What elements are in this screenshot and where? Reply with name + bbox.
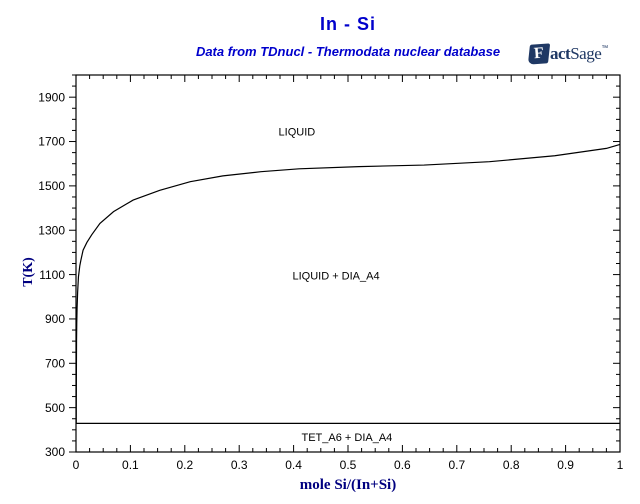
x-tick-label: 0 xyxy=(73,458,80,472)
x-tick-label: 0.2 xyxy=(176,458,193,472)
chart-subtitle: Data from TDnucl - Thermodata nuclear da… xyxy=(195,44,501,59)
tick-labels: 0 0.1 0.2 0.3 0.4 0.5 0.6 0.7 0.8 0.9 130050070090… xyxy=(38,90,623,472)
y-tick-label: 1500 xyxy=(38,179,65,193)
y-tick-label: 300 xyxy=(45,445,65,459)
plot-frame xyxy=(75,74,621,453)
phase-region-label: LIQUID + DIA_A4 xyxy=(292,271,379,283)
x-tick-label: 1 xyxy=(617,458,624,472)
y-tick-label: 1300 xyxy=(38,223,65,237)
y-tick-label: 500 xyxy=(45,401,65,415)
x-axis-title: mole Si/(In+Si) xyxy=(299,477,397,493)
logo-trademark: ™ xyxy=(601,44,609,52)
y-axis-ticks xyxy=(69,74,620,453)
y-tick-label: 1700 xyxy=(38,135,65,149)
x-tick-label: 0.3 xyxy=(231,458,248,472)
phase-region-label: TET_A6 + DIA_A4 xyxy=(302,432,393,444)
x-tick-label: 0.4 xyxy=(285,458,302,472)
liquidus-line xyxy=(75,143,621,424)
chart-title: In - Si xyxy=(320,14,376,34)
y-tick-label: 700 xyxy=(45,356,65,370)
phase-region-label: LIQUID xyxy=(279,126,316,138)
y-tick-label: 1100 xyxy=(39,268,65,282)
x-tick-label: 0.1 xyxy=(122,458,139,472)
x-tick-label: 0.9 xyxy=(557,458,574,472)
y-tick-label: 1900 xyxy=(38,90,65,104)
logo-text-sage: Sage xyxy=(570,44,602,63)
x-tick-label: 0.6 xyxy=(394,458,411,472)
x-tick-label: 0.5 xyxy=(340,458,357,472)
y-tick-label: 900 xyxy=(45,312,65,326)
x-tick-label: 0.7 xyxy=(448,458,465,472)
x-axis-ticks xyxy=(75,75,621,452)
x-tick-label: 0.8 xyxy=(503,458,520,472)
logo-text-fact: act xyxy=(550,44,571,63)
